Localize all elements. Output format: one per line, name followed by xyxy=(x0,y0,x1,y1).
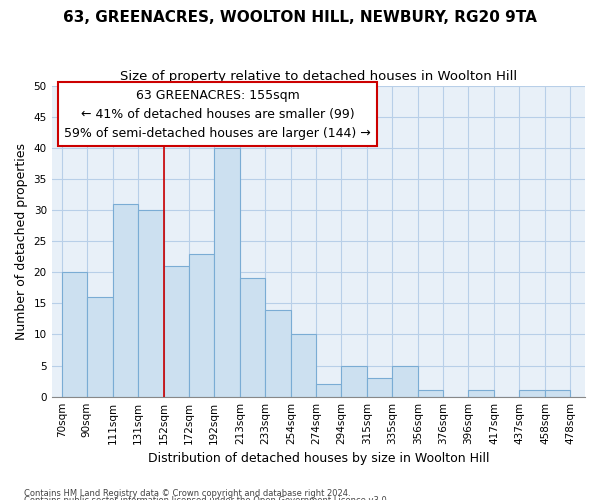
Bar xyxy=(86,297,113,396)
Bar xyxy=(240,278,265,396)
Bar xyxy=(291,334,316,396)
Text: 63 GREENACRES: 155sqm
← 41% of detached houses are smaller (99)
59% of semi-deta: 63 GREENACRES: 155sqm ← 41% of detached … xyxy=(64,88,371,140)
Bar xyxy=(545,390,570,396)
Bar xyxy=(468,390,494,396)
Text: 63, GREENACRES, WOOLTON HILL, NEWBURY, RG20 9TA: 63, GREENACRES, WOOLTON HILL, NEWBURY, R… xyxy=(63,10,537,25)
Bar xyxy=(189,254,214,396)
Bar xyxy=(265,310,291,396)
Text: Contains HM Land Registry data © Crown copyright and database right 2024.: Contains HM Land Registry data © Crown c… xyxy=(24,488,350,498)
Title: Size of property relative to detached houses in Woolton Hill: Size of property relative to detached ho… xyxy=(120,70,517,83)
Bar xyxy=(392,366,418,396)
Y-axis label: Number of detached properties: Number of detached properties xyxy=(15,142,28,340)
Bar xyxy=(316,384,341,396)
Bar xyxy=(164,266,189,396)
Bar xyxy=(113,204,137,396)
Bar xyxy=(214,148,240,396)
Text: Contains public sector information licensed under the Open Government Licence v3: Contains public sector information licen… xyxy=(24,496,389,500)
Bar xyxy=(62,272,86,396)
Bar xyxy=(137,210,164,396)
Bar xyxy=(341,366,367,396)
Bar xyxy=(519,390,545,396)
X-axis label: Distribution of detached houses by size in Woolton Hill: Distribution of detached houses by size … xyxy=(148,452,489,465)
Bar xyxy=(418,390,443,396)
Bar xyxy=(367,378,392,396)
